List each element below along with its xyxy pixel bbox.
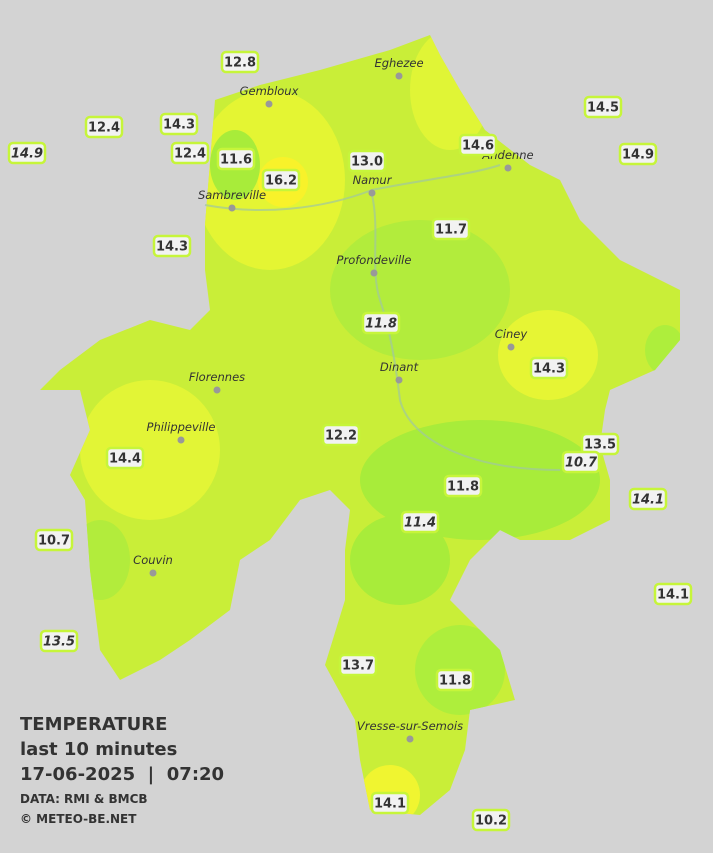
station-value: 11.7 xyxy=(435,223,467,238)
station-value: 14.3 xyxy=(533,362,565,377)
station-box xyxy=(321,423,361,447)
station-box xyxy=(443,474,483,498)
station-value: 14.4 xyxy=(109,452,141,467)
station-value: 14.5 xyxy=(587,101,619,116)
station-box xyxy=(561,450,601,474)
station-box xyxy=(628,487,668,511)
station-box xyxy=(7,141,47,165)
station-box xyxy=(170,141,210,165)
station-box xyxy=(152,234,192,258)
town-dot xyxy=(265,100,273,108)
station-value: 14.1 xyxy=(374,797,406,812)
station-box xyxy=(39,629,79,653)
station-box xyxy=(653,582,693,606)
town-label: Vresse-sur-Semois xyxy=(357,719,463,733)
station-value: 13.5 xyxy=(584,438,616,453)
town-label: Sambreville xyxy=(198,188,266,202)
town-dot xyxy=(213,386,221,394)
legend-period: last 10 minutes xyxy=(20,739,177,760)
station-box xyxy=(216,147,256,171)
station-box xyxy=(580,432,620,456)
station-box xyxy=(618,142,658,166)
town-label: Eghezee xyxy=(374,56,423,70)
station-value: 10.7 xyxy=(38,534,70,549)
town-dot xyxy=(370,269,378,277)
station-box xyxy=(261,168,301,192)
station-value: 14.3 xyxy=(156,240,188,255)
town-label: Philippeville xyxy=(147,420,216,434)
station-value: 11.8 xyxy=(447,480,479,495)
station-value: 13.5 xyxy=(43,635,75,650)
station-value: 10.7 xyxy=(565,456,598,471)
station-box xyxy=(84,115,124,139)
station-value: 11.8 xyxy=(439,674,471,689)
station-value: 12.4 xyxy=(174,147,206,162)
station-box xyxy=(338,653,378,677)
legend-title: TEMPERATURE xyxy=(20,714,167,735)
station-value: 16.2 xyxy=(265,174,297,189)
station-value: 13.7 xyxy=(342,659,374,674)
station-box xyxy=(471,808,511,832)
station-box xyxy=(435,668,475,692)
station-box xyxy=(431,217,471,241)
station-value: 14.9 xyxy=(622,148,654,163)
station-value: 12.8 xyxy=(224,56,256,71)
station-box xyxy=(370,791,410,815)
station-value: 13.0 xyxy=(351,155,383,170)
town-label: Ciney xyxy=(495,327,528,341)
station-value: 14.1 xyxy=(632,493,664,508)
legend-datetime: 17-06-2025 | 07:20 xyxy=(20,764,224,785)
town-label: Florennes xyxy=(189,370,245,384)
station-box xyxy=(583,95,623,119)
town-label: Namur xyxy=(353,173,393,187)
station-value: 11.8 xyxy=(365,317,397,332)
station-box xyxy=(361,311,401,335)
station-box xyxy=(400,510,440,534)
station-box xyxy=(347,149,387,173)
town-dot xyxy=(149,569,157,577)
station-box xyxy=(458,133,498,157)
station-value: 14.3 xyxy=(163,118,195,133)
town-label: Dinant xyxy=(380,360,419,374)
legend-source: DATA: RMI & BMCB xyxy=(20,792,148,806)
town-dot xyxy=(228,204,236,212)
town-label: Couvin xyxy=(133,553,173,567)
town-dot xyxy=(368,189,376,197)
town-dot xyxy=(504,164,512,172)
town-label: Profondeville xyxy=(337,253,412,267)
station-box xyxy=(34,528,74,552)
town-dot xyxy=(395,376,403,384)
station-value: 11.4 xyxy=(404,516,436,531)
station-value: 12.2 xyxy=(325,429,357,444)
town-label: Gembloux xyxy=(240,84,299,98)
station-box xyxy=(159,112,199,136)
station-value: 11.6 xyxy=(220,153,252,168)
station-value: 12.4 xyxy=(88,121,120,136)
station-box xyxy=(529,356,569,380)
town-dot xyxy=(406,735,414,743)
station-value: 14.9 xyxy=(11,147,43,162)
station-box xyxy=(220,50,260,74)
town-dot xyxy=(507,343,515,351)
town-dot xyxy=(177,436,185,444)
legend-credit: © METEO-BE.NET xyxy=(20,812,137,826)
station-box xyxy=(105,446,145,470)
station-value: 14.6 xyxy=(462,139,494,154)
station-value: 14.1 xyxy=(657,588,689,603)
station-value: 10.2 xyxy=(475,814,507,829)
town-dot xyxy=(395,72,403,80)
